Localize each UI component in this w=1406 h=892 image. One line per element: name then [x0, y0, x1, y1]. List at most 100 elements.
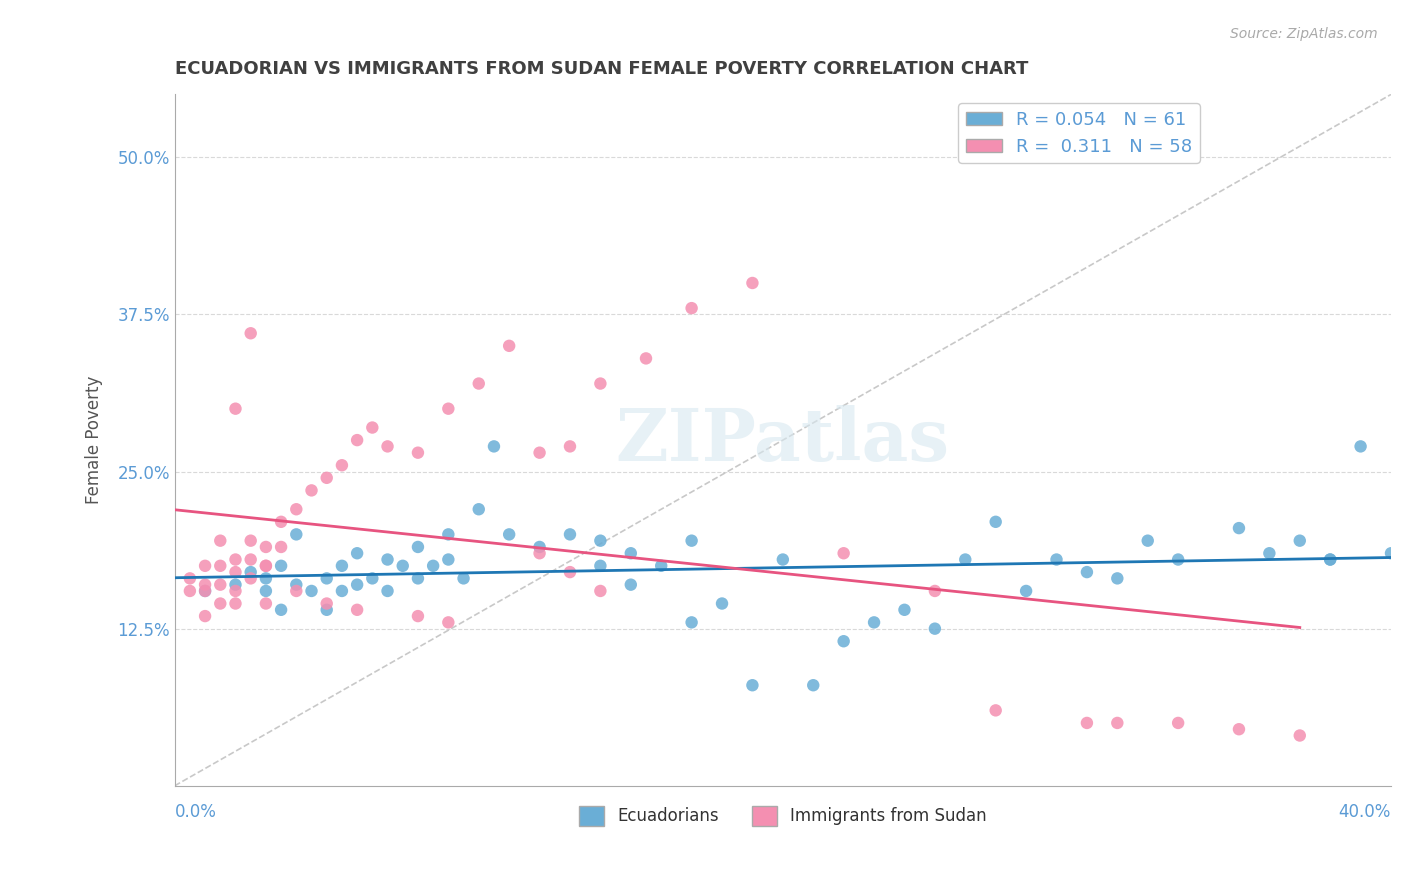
Point	[315, 571, 337, 585]
Point	[254, 597, 277, 611]
Point	[453, 571, 475, 585]
Point	[558, 439, 581, 453]
Point	[984, 703, 1007, 717]
Point	[468, 502, 491, 516]
Point	[558, 565, 581, 579]
Point	[179, 584, 201, 599]
Point	[346, 433, 368, 447]
Point	[589, 376, 612, 391]
Point	[194, 584, 217, 599]
Point	[315, 603, 337, 617]
Point	[620, 546, 643, 560]
Point	[1288, 533, 1310, 548]
Point	[589, 584, 612, 599]
Point	[650, 558, 672, 573]
Point	[1227, 521, 1250, 535]
Point	[1076, 565, 1098, 579]
Point	[270, 558, 292, 573]
Text: ZIPatlas: ZIPatlas	[616, 405, 950, 475]
Point	[239, 565, 262, 579]
Point	[832, 546, 855, 560]
Legend: Ecuadorians, Immigrants from Sudan: Ecuadorians, Immigrants from Sudan	[572, 799, 994, 833]
Point	[346, 577, 368, 591]
Point	[377, 584, 399, 599]
Text: 40.0%: 40.0%	[1339, 803, 1391, 821]
Point	[209, 577, 232, 591]
Point	[681, 301, 703, 315]
Point	[863, 615, 886, 630]
Point	[1350, 439, 1372, 453]
Point	[498, 339, 520, 353]
Point	[209, 558, 232, 573]
Point	[1288, 729, 1310, 743]
Point	[209, 533, 232, 548]
Point	[406, 571, 429, 585]
Point	[285, 527, 308, 541]
Point	[194, 577, 217, 591]
Point	[1227, 723, 1250, 737]
Y-axis label: Female Poverty: Female Poverty	[86, 376, 103, 504]
Point	[315, 471, 337, 485]
Point	[437, 527, 460, 541]
Point	[224, 584, 246, 599]
Point	[224, 577, 246, 591]
Point	[239, 571, 262, 585]
Point	[285, 502, 308, 516]
Point	[832, 634, 855, 648]
Point	[361, 571, 384, 585]
Point	[1107, 571, 1129, 585]
Point	[377, 439, 399, 453]
Point	[361, 420, 384, 434]
Point	[589, 533, 612, 548]
Point	[224, 401, 246, 416]
Point	[239, 552, 262, 566]
Point	[406, 609, 429, 624]
Point	[1107, 715, 1129, 730]
Point	[239, 326, 262, 341]
Point	[529, 540, 551, 554]
Point	[254, 558, 277, 573]
Point	[422, 558, 444, 573]
Point	[406, 540, 429, 554]
Point	[254, 571, 277, 585]
Point	[1167, 552, 1189, 566]
Point	[1258, 546, 1281, 560]
Point	[1319, 552, 1341, 566]
Point	[330, 458, 353, 473]
Point	[589, 558, 612, 573]
Point	[1167, 715, 1189, 730]
Point	[741, 678, 763, 692]
Point	[285, 577, 308, 591]
Point	[529, 445, 551, 459]
Point	[1319, 552, 1341, 566]
Point	[620, 577, 643, 591]
Point	[179, 571, 201, 585]
Point	[346, 546, 368, 560]
Point	[315, 597, 337, 611]
Point	[1136, 533, 1159, 548]
Point	[924, 622, 946, 636]
Point	[801, 678, 824, 692]
Point	[391, 558, 413, 573]
Point	[330, 558, 353, 573]
Point	[301, 483, 323, 498]
Point	[254, 540, 277, 554]
Point	[558, 527, 581, 541]
Point	[406, 445, 429, 459]
Point	[529, 546, 551, 560]
Point	[301, 584, 323, 599]
Point	[437, 615, 460, 630]
Point	[270, 603, 292, 617]
Point	[1045, 552, 1067, 566]
Point	[482, 439, 505, 453]
Point	[209, 597, 232, 611]
Point	[239, 533, 262, 548]
Point	[194, 558, 217, 573]
Point	[711, 597, 734, 611]
Point	[634, 351, 657, 366]
Point	[224, 565, 246, 579]
Point	[437, 401, 460, 416]
Point	[924, 584, 946, 599]
Point	[1076, 715, 1098, 730]
Point	[254, 584, 277, 599]
